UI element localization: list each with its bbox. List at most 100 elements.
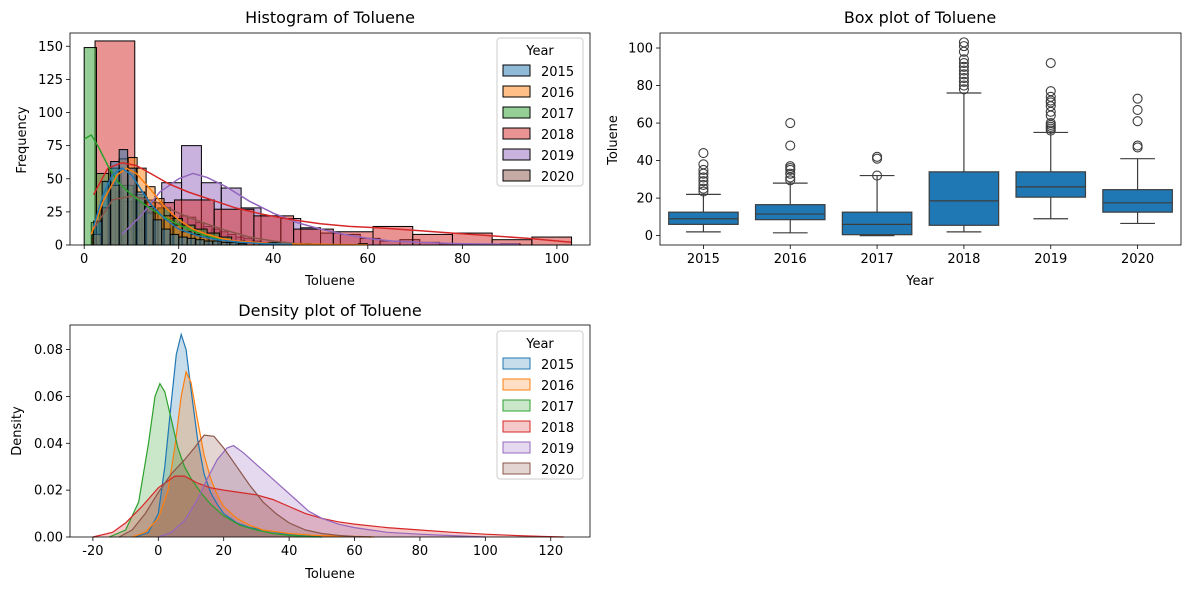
y-tick-label: 0.04: [34, 437, 63, 452]
x-tick-label: 2020: [1121, 252, 1154, 267]
hist-bar: [144, 206, 154, 246]
box-outlier: [958, 65, 969, 76]
legend-label: 2017: [541, 107, 574, 122]
box-outlier: [698, 176, 709, 187]
box-outlier: [1132, 116, 1143, 127]
legend-swatch: [502, 399, 531, 412]
legend-label: 2016: [541, 379, 574, 394]
box-outlier: [958, 72, 969, 84]
box-outlier: [1045, 57, 1056, 69]
x-tick-label: 80: [454, 252, 471, 267]
box-outlier: [698, 159, 709, 170]
density-area: [109, 383, 322, 537]
box-outlier: [958, 80, 969, 91]
legend-title: Year: [525, 337, 554, 352]
hist-bar: [186, 237, 197, 246]
axes-frame: [69, 324, 591, 538]
legend-label: 2018: [541, 421, 574, 436]
box-outlier: [698, 179, 709, 191]
y-tick-label: 100: [38, 106, 63, 121]
axes-frame: [69, 32, 591, 246]
box-outlier: [785, 168, 796, 179]
x-tick-label: 2016: [774, 252, 807, 267]
boxplot-title: Box plot of Toluene: [844, 8, 996, 27]
y-tick-label: 20: [636, 192, 653, 207]
y-tick-label: 50: [46, 172, 63, 187]
legend-swatch: [502, 169, 531, 182]
x-tick-label: 80: [412, 544, 429, 559]
legend-label: 2015: [541, 358, 574, 373]
box-outlier: [698, 172, 709, 183]
legend-label: 2020: [541, 463, 574, 478]
box-outlier: [958, 76, 969, 87]
x-tick-label: 2015: [687, 252, 720, 267]
legend-swatch: [502, 420, 531, 433]
legend-label: 2018: [541, 128, 574, 143]
box-body: [754, 204, 826, 221]
boxplot-ylabel: Toluene: [606, 115, 621, 166]
box-outlier: [785, 140, 796, 151]
density-area: [119, 435, 371, 537]
kde-line: [92, 167, 293, 246]
boxplot-xlabel: Year: [905, 274, 934, 289]
legend-label: 2016: [541, 86, 574, 101]
legend-swatch: [502, 357, 531, 370]
box-outlier: [1045, 86, 1056, 97]
density-line: [158, 444, 486, 538]
x-tick-label: 100: [473, 544, 498, 559]
histogram-plot-area: 0 20 40 60 80 100 0 25 50 75 100 125 150: [38, 32, 591, 267]
density-area: [158, 445, 486, 537]
y-tick-label: 125: [38, 73, 63, 88]
box-outlier: [785, 118, 796, 129]
density-title: Density plot of Toluene: [238, 301, 421, 320]
x-tick-label: 40: [265, 252, 282, 267]
boxplot-panel: Box plot of Toluene Toluene Year 2015 201…: [606, 8, 1182, 289]
kde-line: [92, 162, 572, 244]
legend-swatch: [502, 127, 531, 140]
box-outlier: [958, 69, 969, 80]
x-tick-label: 20: [215, 544, 232, 559]
hist-bar: [203, 240, 214, 246]
box-body: [1102, 189, 1173, 213]
box-outlier: [1045, 91, 1056, 102]
box-outlier: [698, 164, 709, 176]
y-tick-label: 0.02: [34, 484, 63, 499]
box-outlier: [958, 61, 969, 72]
x-tick-label: 2018: [947, 252, 980, 267]
box-outlier: [958, 57, 969, 69]
y-tick-label: 80: [636, 79, 653, 94]
histogram-ylabel: Frequency: [15, 106, 30, 173]
box-body: [928, 171, 1000, 226]
legend-swatch: [502, 378, 531, 391]
legend-label: 2015: [541, 65, 574, 80]
box-outlier: [958, 37, 969, 48]
hist-bar: [152, 219, 163, 246]
density-area: [132, 371, 375, 537]
y-tick-label: 0.08: [34, 343, 63, 358]
legend-swatch: [502, 106, 531, 119]
histogram-title: Histogram of Toluene: [245, 8, 415, 27]
box-outlier: [698, 183, 709, 194]
legend-swatch: [502, 148, 531, 161]
density-panel: Density plot of Toluene Density Toluene …: [10, 301, 591, 582]
box-outlier: [872, 151, 883, 162]
density-xlabel: Toluene: [304, 567, 355, 582]
axes-frame: [659, 32, 1182, 246]
hist-bar: [169, 233, 180, 246]
legend-swatch: [502, 441, 531, 454]
x-tick-label: 2019: [1034, 252, 1067, 267]
density-ylabel: Density: [10, 406, 25, 456]
legend-label: 2019: [541, 149, 574, 164]
x-tick-label: 2017: [861, 252, 894, 267]
x-tick-label: 20: [170, 252, 187, 267]
box-outlier: [785, 161, 796, 172]
y-tick-label: 100: [628, 42, 653, 57]
box-outlier: [1132, 93, 1143, 104]
y-tick-label: 0: [55, 239, 63, 254]
y-tick-label: 60: [636, 117, 653, 132]
x-tick-label: 100: [544, 252, 569, 267]
legend-label: 2019: [541, 442, 574, 457]
legend-swatch: [502, 462, 531, 475]
legend-label: 2020: [541, 170, 574, 185]
